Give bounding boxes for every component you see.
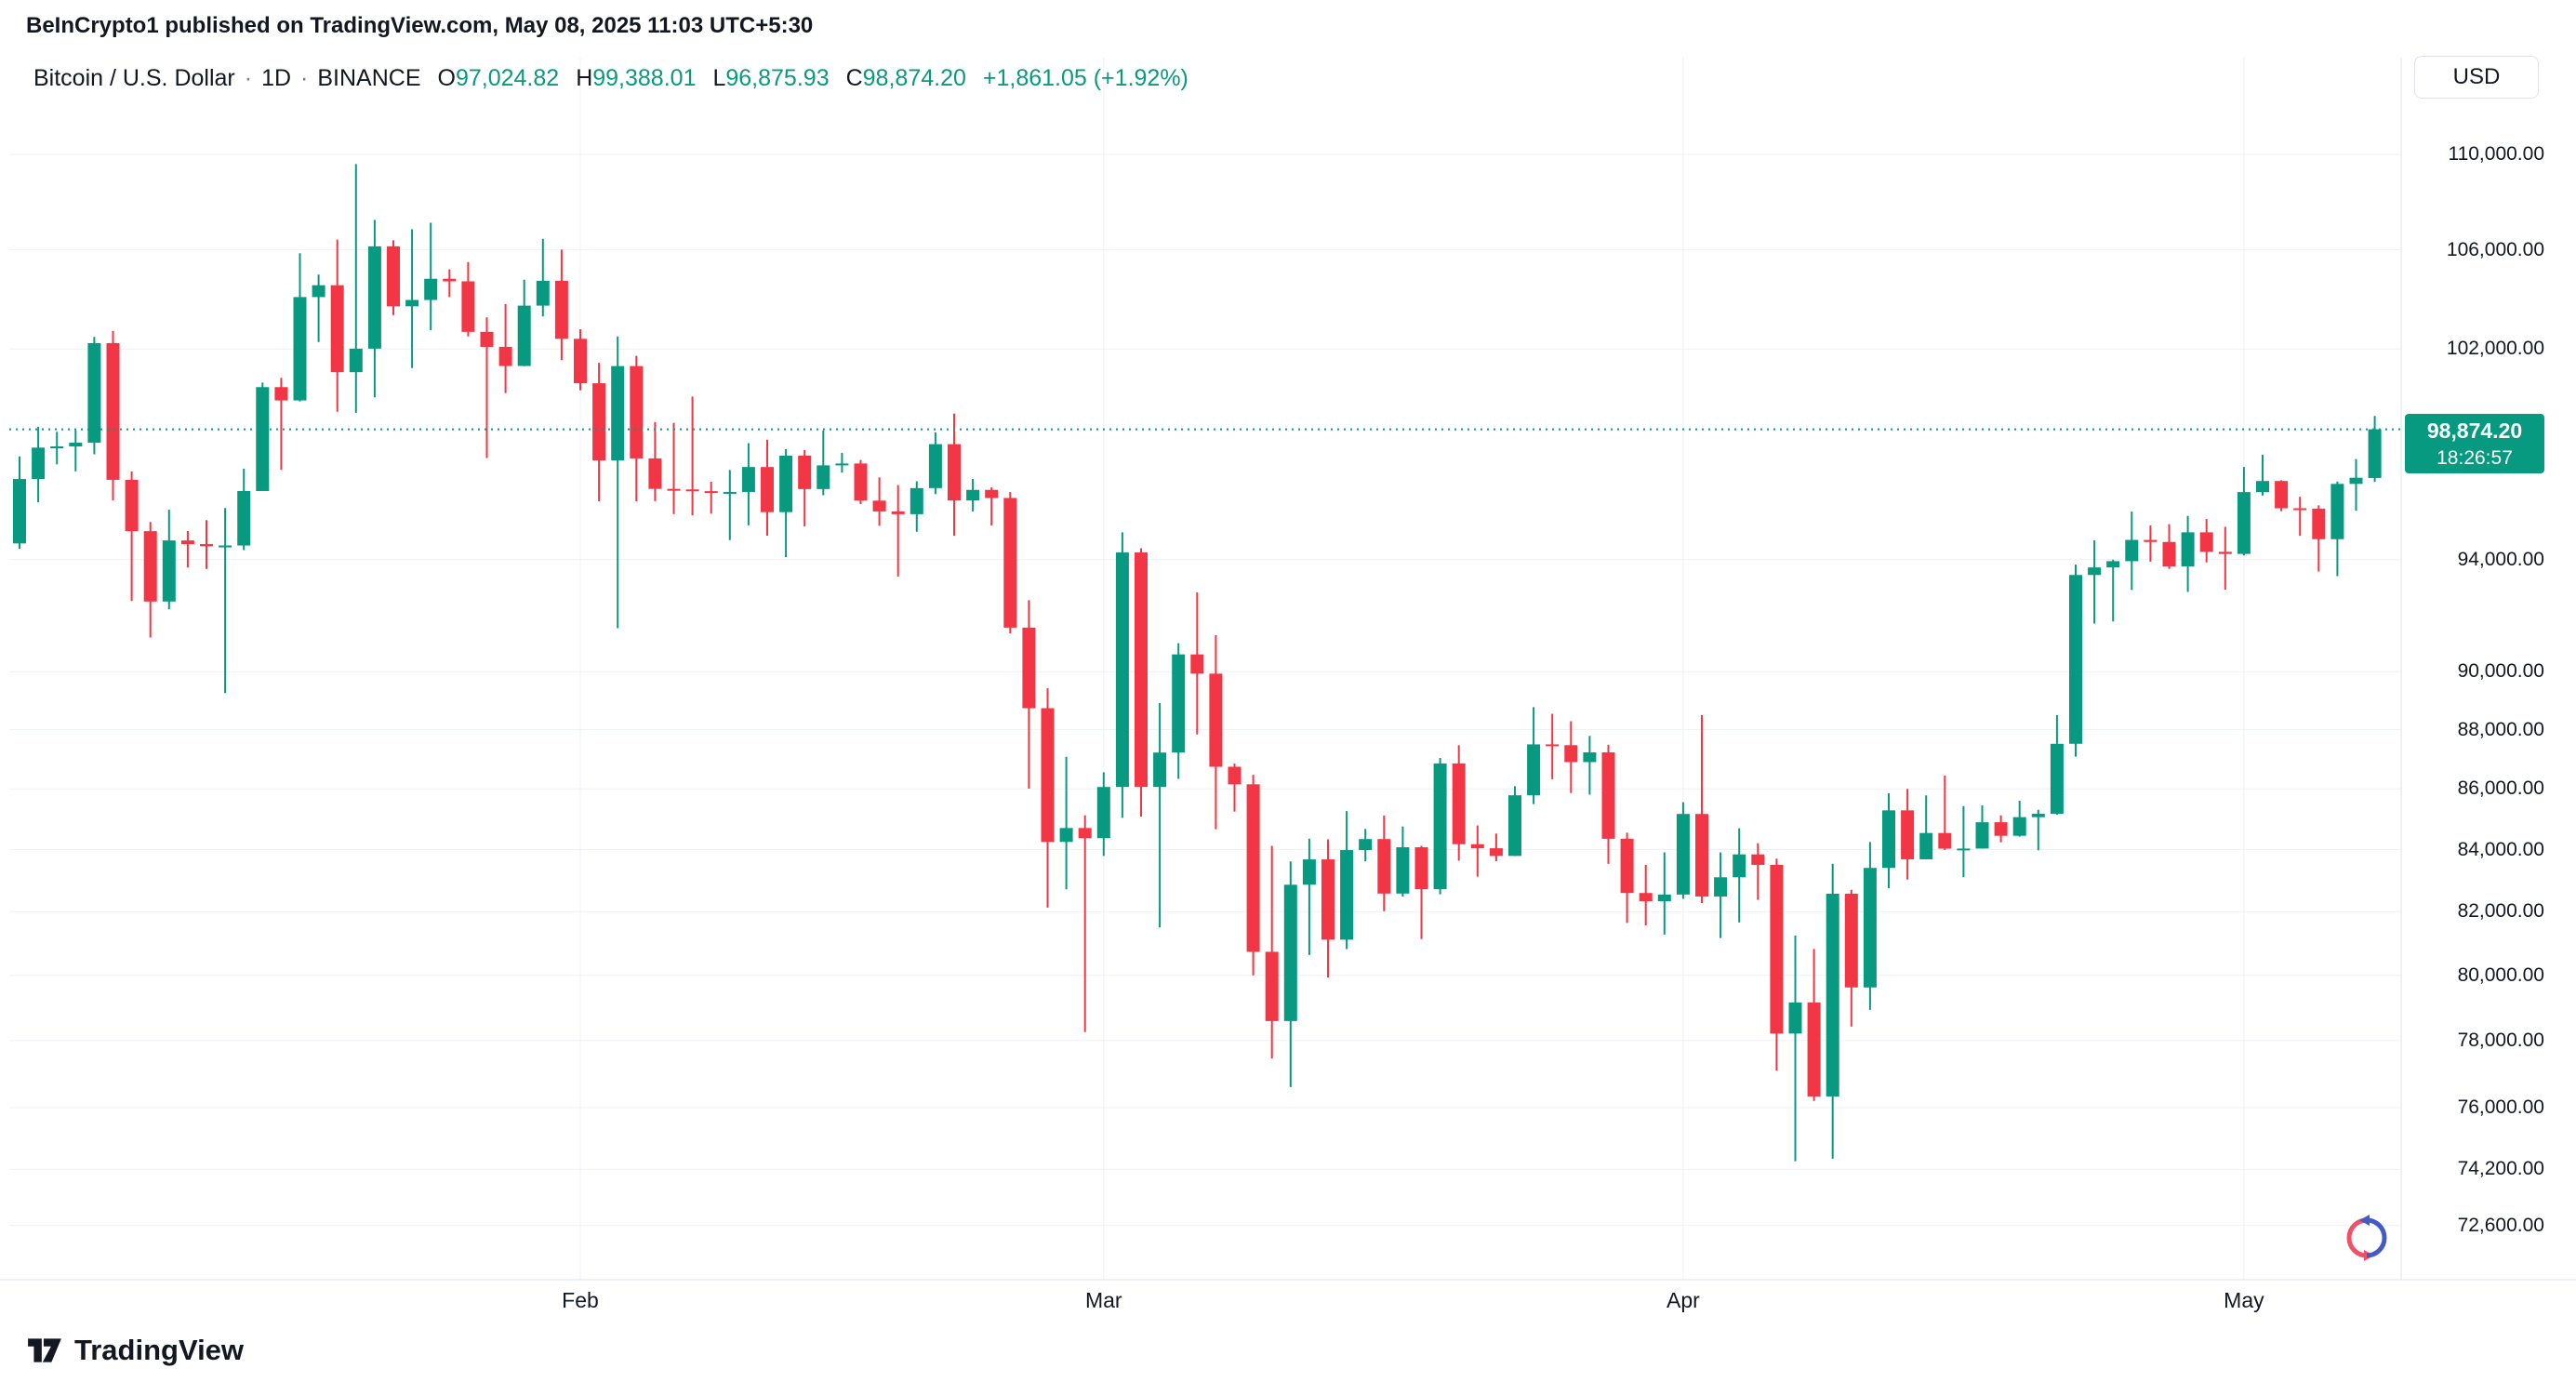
ohlc-open: O 97,024.82 [438,65,560,92]
time-tick-label: Feb [562,1288,599,1312]
separator-dot: · [244,65,253,91]
price-tick-label: 86,000.00 [2457,777,2544,800]
bar-close-countdown: 18:26:57 [2437,446,2513,469]
beincrypto-logo-icon [2342,1213,2392,1268]
time-tick-label: May [2224,1288,2264,1312]
separator-dot: · [300,65,309,91]
low-label: L [712,65,726,91]
interval-label[interactable]: 1D [261,65,292,91]
price-tick-label: 90,000.00 [2457,660,2544,683]
price-tick-label: 74,200.00 [2457,1158,2544,1180]
high-value: 99,388.01 [592,65,697,91]
close-value: 98,874.20 [862,65,966,91]
price-tick-label: 80,000.00 [2457,963,2544,986]
low-value: 96,875.93 [725,65,830,91]
ohlc-low: L 96,875.93 [712,65,829,92]
price-tick-label: 106,000.00 [2446,238,2544,260]
chart-legend: Bitcoin / U.S. Dollar · 1D · BINANCE O 9… [33,65,1188,92]
currency-button[interactable]: USD [2414,56,2539,99]
price-tick-label: 84,000.00 [2457,838,2544,860]
time-tick-label: Apr [1666,1288,1700,1312]
close-label: C [845,65,863,91]
change-value: +1,861.05 (+1.92%) [982,65,1188,91]
price-tick-label: 110,000.00 [2448,143,2544,165]
last-price-badge: 98,874.20 18:26:57 [2405,413,2544,473]
last-price-value: 98,874.20 [2426,418,2523,443]
tradingview-logo-icon[interactable] [26,1336,63,1364]
ohlc-high: H 99,388.01 [576,65,696,92]
price-tick-label: 94,000.00 [2457,548,2544,570]
price-tick-label: 102,000.00 [2446,338,2544,360]
price-scale[interactable]: 110,000.00 106,000.00 102,000.00 94,000.00 9… [2402,0,2576,1280]
price-tick-label: 82,000.00 [2457,900,2544,923]
price-tick-label: 76,000.00 [2457,1096,2544,1118]
high-label: H [576,65,593,91]
attribution-text: BeInCrypto1 published on TradingView.com… [26,13,814,38]
open-label: O [437,65,456,91]
exchange-label: BINANCE [317,65,421,91]
open-value: 97,024.82 [455,65,560,91]
price-tick-label: 72,600.00 [2457,1214,2544,1236]
footer-bar: TradingView [26,1334,244,1367]
time-scale[interactable]: Feb Mar Apr May [0,1280,2401,1324]
price-tick-label: 88,000.00 [2457,718,2544,740]
ohlc-close: C 98,874.20 [846,65,966,92]
time-tick-label: Mar [1084,1288,1122,1312]
price-tick-label: 78,000.00 [2457,1029,2544,1051]
symbol-name[interactable]: Bitcoin / U.S. Dollar [33,65,235,91]
tradingview-brand[interactable]: TradingView [74,1334,245,1366]
